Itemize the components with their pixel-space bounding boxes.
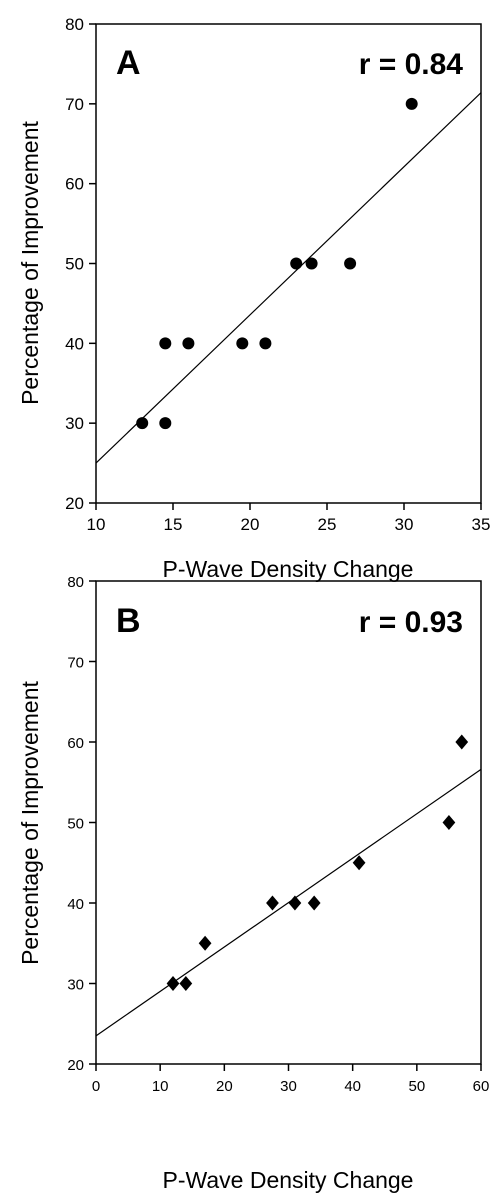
data-point	[182, 337, 195, 350]
x-tick-label: 40	[344, 1078, 361, 1095]
y-tick-label: 30	[65, 414, 84, 433]
data-points	[166, 734, 469, 991]
x-tick-label: 30	[280, 1078, 297, 1095]
data-point	[307, 895, 321, 911]
y-tick-label: 40	[65, 334, 84, 353]
x-tick-label: 0	[92, 1078, 100, 1095]
y-tick-label: 20	[65, 494, 84, 513]
data-point	[442, 815, 456, 830]
data-point	[159, 417, 172, 430]
data-point	[344, 257, 357, 270]
data-point	[290, 257, 303, 270]
y-tick-label: 40	[67, 896, 84, 913]
y-tick-label: 60	[67, 735, 84, 752]
x-axis-label: P-Wave Density Change	[163, 556, 414, 582]
y-tick-label: 30	[67, 977, 84, 994]
x-tick-label: 50	[408, 1078, 425, 1095]
y-axis-label: Percentage of Improvement	[17, 120, 43, 404]
panel-label: A	[116, 44, 141, 82]
x-tick-label: 20	[216, 1078, 233, 1095]
x-tick-label: 35	[472, 515, 491, 534]
x-tick-label: 15	[164, 515, 183, 534]
y-tick-label: 60	[65, 175, 84, 194]
correlation-annotation: r = 0.93	[359, 606, 463, 639]
data-point	[288, 895, 302, 911]
data-point	[352, 855, 366, 871]
y-axis-label: Percentage of Improvement	[17, 680, 43, 964]
plot-frame	[95, 23, 482, 504]
y-tick-label: 50	[65, 255, 84, 274]
regression-line	[95, 768, 482, 1037]
y-tick-label: 70	[65, 95, 84, 114]
data-point	[266, 895, 279, 911]
chart-panel-b: 0 10 20 30 40 50 60 20 30 40 50 60 70 80 B r = 0.93 P…	[17, 574, 489, 1193]
correlation-annotation: r = 0.84	[359, 48, 464, 81]
tick-layer: 10 15 20 25 30 35 20 30 40 50 60 70 80	[65, 15, 490, 534]
panel-label: B	[116, 602, 141, 640]
y-tick-label: 70	[67, 655, 84, 672]
x-axis-label: P-Wave Density Change	[163, 1167, 414, 1193]
data-point	[136, 417, 149, 430]
data-points	[136, 97, 418, 430]
data-point	[259, 337, 272, 350]
plot-frame	[95, 580, 482, 1065]
regression-line	[95, 92, 482, 464]
data-point	[455, 734, 469, 750]
y-tick-label: 20	[67, 1057, 84, 1074]
data-point	[236, 337, 249, 350]
tick-layer: 0 10 20 30 40 50 60 20 30 40 50 60 70 80	[67, 574, 489, 1095]
x-tick-label: 10	[152, 1078, 169, 1095]
x-tick-label: 60	[473, 1078, 490, 1095]
y-tick-label: 80	[67, 574, 84, 591]
y-tick-label: 80	[65, 15, 84, 34]
data-point	[159, 337, 172, 350]
x-tick-label: 10	[87, 515, 106, 534]
x-tick-label: 30	[395, 515, 414, 534]
x-tick-label: 20	[241, 515, 260, 534]
data-point	[166, 976, 180, 991]
y-tick-label: 50	[67, 816, 84, 833]
chart-panel-a: 10 15 20 25 30 35 20 30 40 50 60 70 80 A r = 0.84 P-…	[17, 15, 490, 582]
x-tick-label: 25	[318, 515, 337, 534]
data-point	[305, 257, 318, 270]
data-point	[198, 935, 212, 951]
data-point	[179, 976, 193, 991]
data-point	[405, 97, 418, 110]
